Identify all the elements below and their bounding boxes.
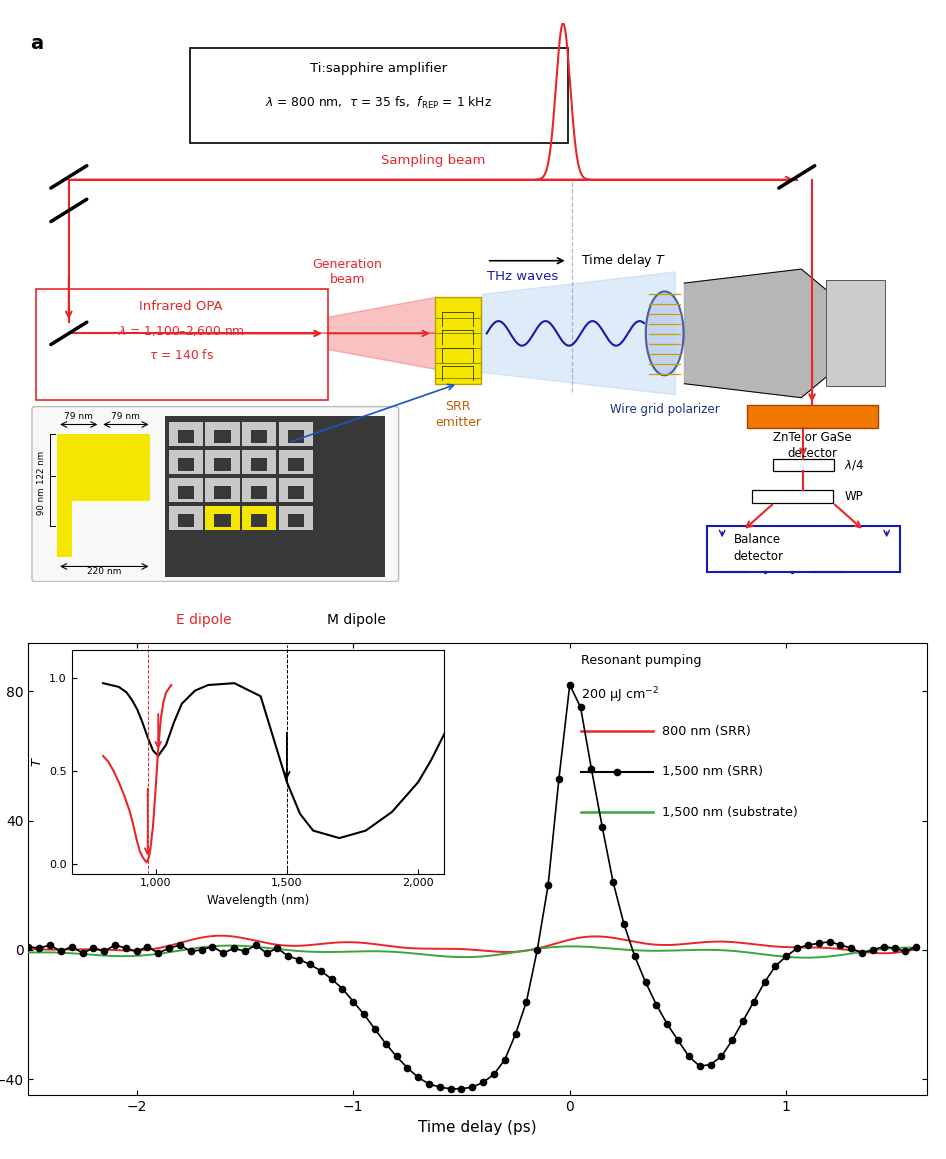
Text: E dipole: E dipole xyxy=(176,613,232,627)
Text: Resonant pumping: Resonant pumping xyxy=(581,654,702,668)
FancyBboxPatch shape xyxy=(205,422,239,446)
Text: ZnTe or GaSe: ZnTe or GaSe xyxy=(773,431,851,444)
Text: 90 nm: 90 nm xyxy=(37,487,46,515)
FancyBboxPatch shape xyxy=(242,450,276,474)
FancyBboxPatch shape xyxy=(252,430,268,443)
FancyBboxPatch shape xyxy=(752,490,832,503)
Text: Ti:sapphire amplifier: Ti:sapphire amplifier xyxy=(310,63,447,75)
FancyBboxPatch shape xyxy=(289,513,305,527)
FancyBboxPatch shape xyxy=(279,479,313,502)
Text: emitter: emitter xyxy=(435,416,481,429)
FancyBboxPatch shape xyxy=(289,458,305,471)
FancyBboxPatch shape xyxy=(827,280,885,386)
FancyBboxPatch shape xyxy=(434,297,482,384)
FancyBboxPatch shape xyxy=(205,479,239,502)
FancyBboxPatch shape xyxy=(215,486,231,498)
Text: Time delay $T$: Time delay $T$ xyxy=(581,253,666,269)
FancyBboxPatch shape xyxy=(215,513,231,527)
FancyBboxPatch shape xyxy=(32,407,398,582)
FancyBboxPatch shape xyxy=(205,506,239,530)
FancyBboxPatch shape xyxy=(279,506,313,530)
Text: 800 nm (SRR): 800 nm (SRR) xyxy=(662,724,751,737)
Polygon shape xyxy=(316,297,437,370)
FancyBboxPatch shape xyxy=(252,486,268,498)
FancyBboxPatch shape xyxy=(747,404,878,429)
FancyBboxPatch shape xyxy=(242,506,276,530)
FancyBboxPatch shape xyxy=(252,458,268,471)
FancyBboxPatch shape xyxy=(773,459,833,472)
FancyBboxPatch shape xyxy=(72,501,100,557)
FancyBboxPatch shape xyxy=(168,422,202,446)
Text: $\lambda$ = 800 nm,  $\tau$ = 35 fs,  $f_{\rm REP}$ = 1 kHz: $\lambda$ = 800 nm, $\tau$ = 35 fs, $f_{… xyxy=(266,95,492,111)
Text: 1,500 nm (SRR): 1,500 nm (SRR) xyxy=(662,765,763,778)
FancyBboxPatch shape xyxy=(178,458,194,471)
Text: 79 nm: 79 nm xyxy=(111,411,140,421)
FancyBboxPatch shape xyxy=(178,513,194,527)
Text: detector: detector xyxy=(787,447,837,460)
Text: PM: PM xyxy=(847,298,872,313)
Text: 220 nm: 220 nm xyxy=(87,567,121,576)
Text: M dipole: M dipole xyxy=(327,613,386,627)
FancyBboxPatch shape xyxy=(36,289,327,401)
Text: Balance: Balance xyxy=(734,533,781,546)
FancyBboxPatch shape xyxy=(242,422,276,446)
FancyBboxPatch shape xyxy=(279,450,313,474)
FancyBboxPatch shape xyxy=(252,513,268,527)
FancyBboxPatch shape xyxy=(178,486,194,498)
Text: a: a xyxy=(30,35,44,53)
FancyBboxPatch shape xyxy=(178,430,194,443)
FancyBboxPatch shape xyxy=(57,433,100,557)
FancyBboxPatch shape xyxy=(242,506,276,530)
FancyBboxPatch shape xyxy=(168,450,202,474)
Text: THz waves: THz waves xyxy=(487,270,558,283)
Text: 200 μJ cm$^{-2}$: 200 μJ cm$^{-2}$ xyxy=(581,686,659,706)
X-axis label: Time delay (ps): Time delay (ps) xyxy=(418,1120,537,1135)
Text: Generation
beam: Generation beam xyxy=(312,258,382,286)
Polygon shape xyxy=(684,269,829,398)
FancyBboxPatch shape xyxy=(252,513,268,527)
FancyBboxPatch shape xyxy=(168,506,202,530)
Text: Wire grid polarizer: Wire grid polarizer xyxy=(610,403,720,416)
Ellipse shape xyxy=(646,291,684,376)
FancyBboxPatch shape xyxy=(100,433,149,501)
Text: $\lambda$ = 1,100–2,600 nm: $\lambda$ = 1,100–2,600 nm xyxy=(118,323,244,338)
Text: $\lambda$/4: $\lambda$/4 xyxy=(845,458,865,472)
Text: 122 nm: 122 nm xyxy=(37,451,46,484)
FancyBboxPatch shape xyxy=(289,430,305,443)
FancyBboxPatch shape xyxy=(242,479,276,502)
FancyBboxPatch shape xyxy=(215,513,231,527)
FancyBboxPatch shape xyxy=(279,422,313,446)
Text: Infrared OPA: Infrared OPA xyxy=(139,300,223,313)
Text: Sampling beam: Sampling beam xyxy=(380,154,485,167)
Text: WP: WP xyxy=(845,490,863,503)
FancyBboxPatch shape xyxy=(289,486,305,498)
FancyBboxPatch shape xyxy=(205,506,239,530)
FancyBboxPatch shape xyxy=(165,416,385,576)
FancyBboxPatch shape xyxy=(190,49,568,144)
Text: 1,500 nm (substrate): 1,500 nm (substrate) xyxy=(662,806,797,819)
Text: SRR: SRR xyxy=(446,401,471,414)
Text: detector: detector xyxy=(734,549,784,562)
FancyBboxPatch shape xyxy=(707,526,900,573)
Text: $\tau$ = 140 fs: $\tau$ = 140 fs xyxy=(149,349,214,363)
Polygon shape xyxy=(482,272,675,395)
Text: 79 nm: 79 nm xyxy=(64,411,93,421)
FancyBboxPatch shape xyxy=(215,430,231,443)
FancyBboxPatch shape xyxy=(215,458,231,471)
FancyBboxPatch shape xyxy=(205,450,239,474)
FancyBboxPatch shape xyxy=(168,479,202,502)
